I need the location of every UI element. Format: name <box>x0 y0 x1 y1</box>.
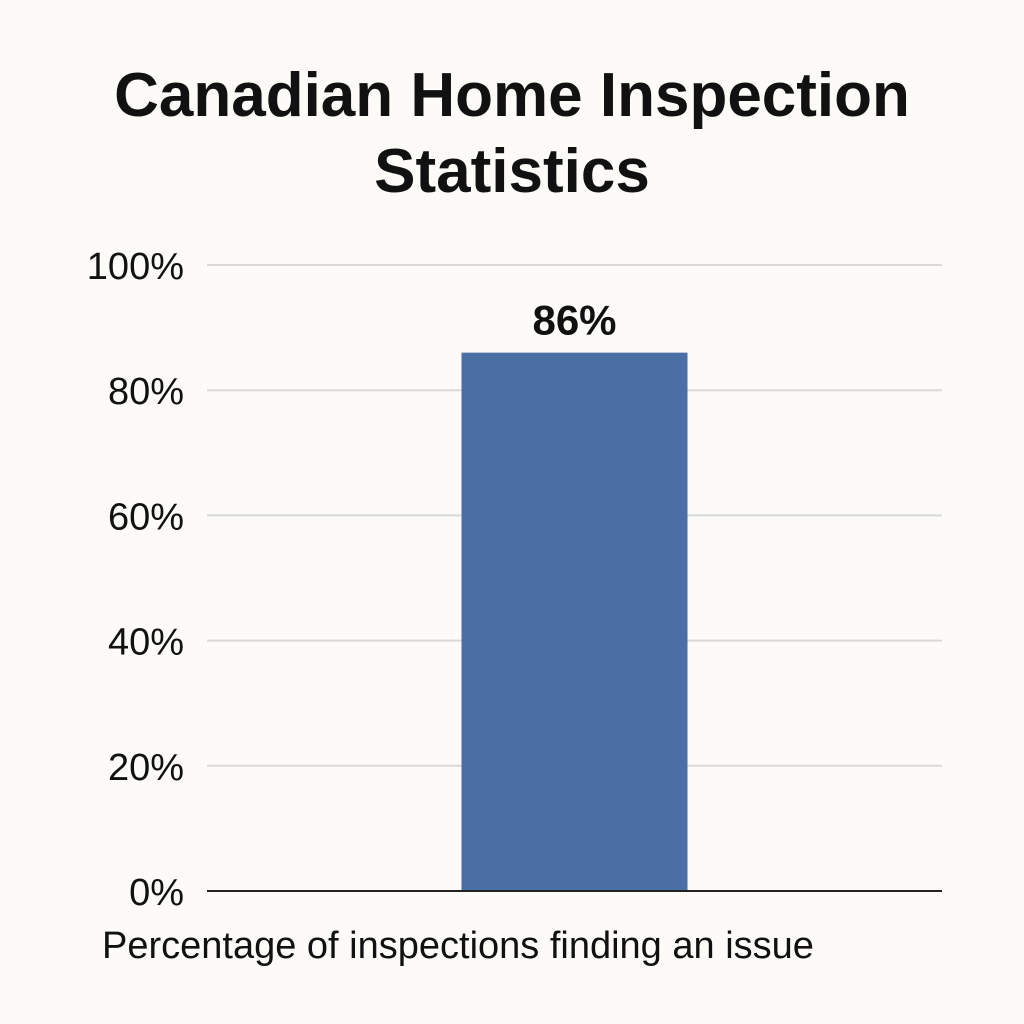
data-labels: 86% <box>532 297 616 344</box>
y-axis-ticks: 0% 20% 40% 60% 80% 100% <box>87 246 184 914</box>
y-tick-label: 0% <box>129 872 184 914</box>
y-tick-label: 60% <box>108 496 184 538</box>
bar-value-label: 86% <box>532 297 616 344</box>
chart-title: Canadian Home Inspection Statistics <box>114 61 910 206</box>
bars <box>461 352 688 891</box>
x-axis-label: Percentage of inspections finding an iss… <box>102 925 814 967</box>
y-tick-label: 40% <box>108 622 184 664</box>
y-tick-label: 80% <box>108 371 184 413</box>
y-tick-label: 100% <box>87 246 184 288</box>
y-tick-label: 20% <box>108 747 184 789</box>
bar <box>461 352 688 891</box>
